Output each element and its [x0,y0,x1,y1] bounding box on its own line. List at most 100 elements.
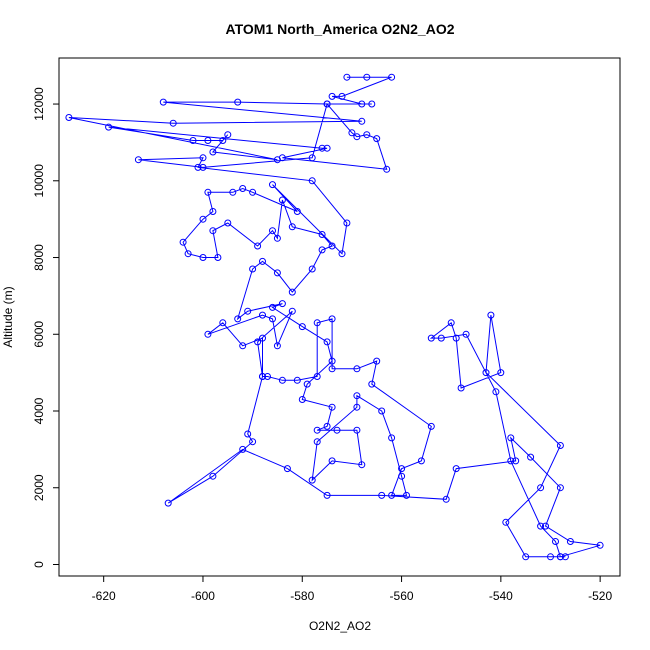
data-point [189,137,197,144]
data-point [308,154,316,162]
data-point [353,426,361,434]
data-point [363,73,371,81]
data-point [278,154,286,162]
data-point [199,215,207,223]
data-point [273,269,281,277]
x-tick-label: -620 [92,589,116,603]
data-point [333,426,341,434]
data-point [259,373,266,380]
data-point [204,188,212,196]
data-point [179,238,187,246]
data-point [323,491,331,499]
series-points [65,73,604,561]
data-point [259,311,266,319]
data-point [596,541,604,549]
data-point [328,357,336,365]
data-point [537,522,545,530]
data-point [556,484,564,492]
data-point [338,250,346,258]
data-point [457,384,465,392]
data-point [328,242,336,250]
data-point [417,457,425,465]
data-point [328,315,336,323]
data-point [373,357,381,365]
data-point [234,98,242,106]
data-point [566,538,574,545]
data-point [249,188,257,196]
data-point [239,445,247,453]
y-tick-label: 2000 [32,474,46,501]
data-point [278,376,286,384]
y-tick-label: 12000 [32,87,46,121]
y-tick-label: 10000 [32,164,46,198]
data-point [283,465,291,473]
data-point [328,403,336,411]
data-point [194,163,202,171]
data-point [288,288,296,296]
data-point [219,319,227,327]
y-axis-label: Altitude (m) [1,286,15,347]
data-point [244,430,252,438]
data-point [447,319,455,327]
data-point [199,163,207,171]
data-point [373,135,381,143]
data-point [388,73,396,81]
data-point [328,457,336,465]
data-point [492,388,500,396]
data-point [323,100,331,108]
data-point [398,472,406,480]
data-point [199,254,207,261]
data-point [427,422,435,430]
y-tick-label: 8000 [32,244,46,271]
data-point [388,434,396,442]
data-point [293,208,301,215]
data-point [288,223,296,231]
data-point [353,365,361,373]
data-point [482,369,490,377]
data-point [264,373,271,380]
data-point [522,553,530,561]
data-point [293,376,301,384]
data-point [552,538,559,545]
data-point [497,369,505,377]
data-point [388,491,396,499]
data-point [269,315,276,323]
data-point [259,334,266,342]
data-point [313,373,321,380]
y-tick-label: 0 [32,561,46,568]
data-point [556,553,564,561]
data-point [442,495,450,503]
data-point [358,100,366,108]
data-point [348,129,356,137]
data-point [254,242,262,250]
data-point [298,396,306,403]
data-point [512,457,520,465]
data-point [343,219,351,227]
data-point [209,148,217,156]
data-point [368,100,376,108]
data-point [437,334,445,342]
x-axis-label: O2N2_AO2 [309,619,371,633]
x-axis: -620 -600 -580 -560 -540 -520 [92,576,612,603]
data-point [452,465,460,473]
y-tick-label: 4000 [32,397,46,424]
data-point [323,338,331,346]
data-point [427,334,435,342]
data-point [378,407,386,415]
data-point [318,246,326,254]
data-point [298,323,306,331]
x-tick-label: -560 [390,589,414,603]
data-point [363,131,371,139]
data-point [353,392,361,400]
data-point [269,227,276,235]
data-point [561,553,569,561]
data-point [353,133,361,141]
data-point [249,438,257,446]
data-point [308,177,316,185]
data-point [502,518,510,526]
data-point [254,338,262,346]
data-point [199,154,207,162]
x-tick-label: -540 [489,589,513,603]
data-point [507,434,515,442]
